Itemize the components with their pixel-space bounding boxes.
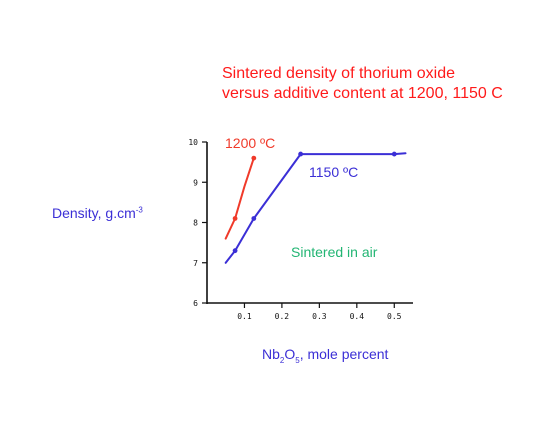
chart-title-line1: Sintered density of thorium oxide: [222, 65, 456, 82]
x-tick-label: 0.4: [350, 312, 365, 321]
data-point-series-1: [251, 155, 257, 161]
series-label-1: 1200 ºC: [225, 135, 275, 151]
data-point-series-1: [232, 216, 238, 221]
x-axis-label-sub-5: 5: [295, 355, 300, 365]
series-label-2: 1150 ºC: [309, 164, 358, 180]
y-tick-label: 7: [193, 259, 198, 268]
data-point-series-2: [298, 151, 304, 157]
x-tick-label: 0.1: [237, 312, 252, 321]
x-tick-label: 0.3: [312, 312, 327, 321]
x-axis-label: Nb2O5, mole percent: [262, 346, 388, 365]
data-point-series-2: [391, 151, 397, 157]
data-point-series-2: [251, 216, 257, 221]
y-tick-label: 10: [188, 138, 198, 147]
x-axis-label-sub-2: 2: [279, 355, 285, 365]
x-tick-label: 0.5: [387, 312, 402, 321]
y-axis-label-exponent: -3: [135, 205, 143, 215]
annotation-sintered-in-air: Sintered in air: [291, 244, 378, 260]
y-tick-label: 6: [193, 299, 198, 308]
x-axis-label-o: O: [284, 346, 296, 362]
series-line-1: [224, 157, 255, 240]
chart-title-line2: versus additive content at 1200, 1150 C: [222, 85, 503, 102]
y-axis-label-text: Density, g.cm: [52, 205, 136, 221]
x-axis-label-rest: , mole percent: [299, 346, 389, 362]
x-tick-label: 0.2: [275, 312, 290, 321]
y-tick-label: 9: [193, 178, 198, 187]
x-axis-label-nb: Nb: [262, 346, 280, 362]
chart-title: Sintered density of thorium oxide versus…: [222, 64, 503, 104]
data-point-series-2: [232, 248, 238, 254]
y-axis-label: Density, g.cm-3: [52, 205, 143, 221]
y-tick-label: 8: [193, 219, 198, 228]
